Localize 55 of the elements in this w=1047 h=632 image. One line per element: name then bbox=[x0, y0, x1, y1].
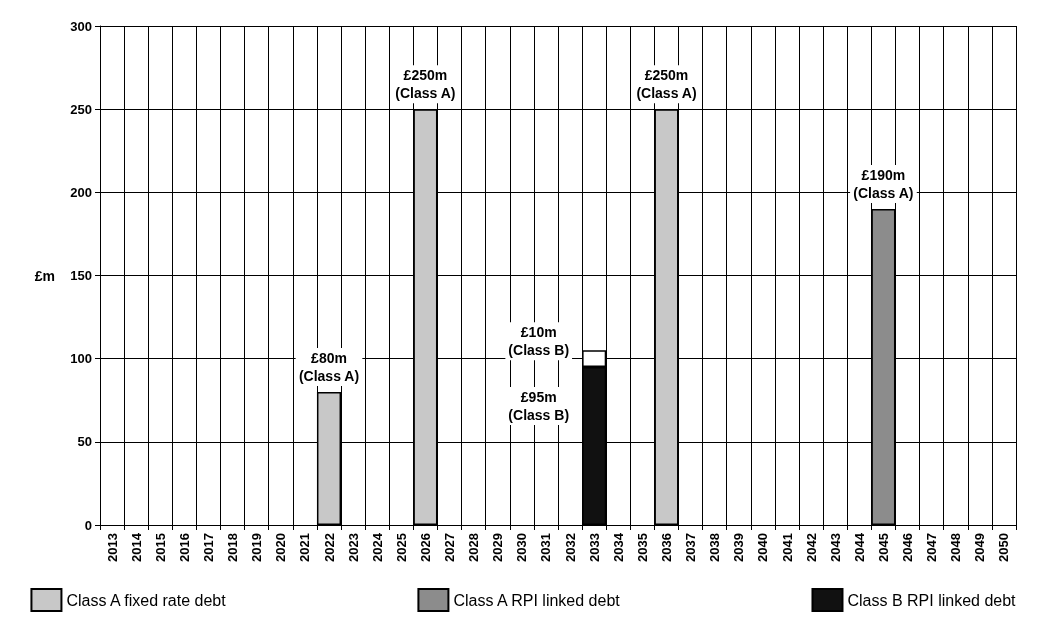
x-tick-label: 2023 bbox=[345, 533, 361, 562]
x-tick-label: 2049 bbox=[972, 533, 988, 562]
x-tick-label: 2046 bbox=[900, 533, 916, 562]
y-tick-label: 100 bbox=[70, 351, 92, 367]
x-tick-label: 2014 bbox=[128, 532, 144, 562]
y-tick-label: 300 bbox=[70, 18, 92, 34]
x-tick-label: 2033 bbox=[586, 533, 602, 562]
x-tick-label: 2035 bbox=[634, 533, 650, 562]
y-axis-title: £m bbox=[34, 267, 55, 284]
legend-label: Class B RPI linked debt bbox=[847, 591, 1017, 609]
x-tick-label: 2041 bbox=[779, 533, 795, 562]
x-tick-label: 2021 bbox=[297, 533, 313, 562]
x-tick-label: 2027 bbox=[442, 533, 458, 562]
x-tick-label: 2044 bbox=[851, 532, 867, 562]
x-tick-label: 2017 bbox=[200, 533, 216, 562]
x-tick-label: 2019 bbox=[249, 533, 265, 562]
annotation: £95m (Class B) bbox=[508, 388, 570, 423]
annotation: £190m (Class A) bbox=[853, 166, 914, 201]
x-tick-label: 2025 bbox=[393, 533, 409, 562]
y-tick-label: 0 bbox=[84, 517, 92, 533]
x-tick-label: 2038 bbox=[707, 533, 723, 562]
x-tick-label: 2024 bbox=[369, 532, 385, 562]
x-tick-label: 2022 bbox=[321, 533, 337, 562]
x-tick-label: 2016 bbox=[176, 533, 192, 562]
x-tick-label: 2043 bbox=[827, 533, 843, 562]
x-tick-label: 2029 bbox=[490, 533, 506, 562]
x-tick-label: 2032 bbox=[562, 533, 578, 562]
x-tick-label: 2034 bbox=[610, 532, 626, 562]
x-tick-label: 2031 bbox=[538, 533, 554, 562]
y-tick-label: 150 bbox=[70, 268, 92, 283]
x-tick-label: 2039 bbox=[731, 533, 747, 562]
y-tick-label: 50 bbox=[77, 434, 92, 450]
x-tick-label: 2018 bbox=[225, 533, 241, 562]
annotation: £250m (Class A) bbox=[636, 67, 697, 102]
x-tick-label: 2048 bbox=[948, 533, 964, 562]
x-tick-label: 2037 bbox=[683, 533, 699, 562]
y-tick-label: 250 bbox=[70, 101, 92, 117]
x-tick-label: 2050 bbox=[996, 533, 1012, 562]
x-tick-label: 2045 bbox=[875, 533, 891, 562]
x-tick-label: 2020 bbox=[273, 533, 289, 562]
x-tick-label: 2015 bbox=[152, 533, 168, 562]
x-tick-label: 2047 bbox=[924, 533, 940, 562]
annotation: £10m (Class B) bbox=[508, 324, 570, 359]
annotation: £80m (Class A) bbox=[298, 349, 360, 384]
x-tick-label: 2013 bbox=[104, 533, 120, 562]
x-tick-label: 2042 bbox=[803, 533, 819, 562]
y-tick-label: 200 bbox=[70, 184, 92, 200]
annotation: £250m (Class A) bbox=[395, 67, 456, 102]
x-tick-label: 2030 bbox=[514, 533, 530, 562]
x-tick-label: 2028 bbox=[466, 533, 482, 562]
x-tick-label: 2036 bbox=[658, 533, 674, 562]
legend-label: Class A fixed rate debt bbox=[66, 591, 227, 609]
x-tick-label: 2040 bbox=[755, 533, 771, 562]
x-tick-label: 2026 bbox=[417, 533, 433, 562]
legend-label: Class A RPI linked debt bbox=[453, 591, 621, 609]
